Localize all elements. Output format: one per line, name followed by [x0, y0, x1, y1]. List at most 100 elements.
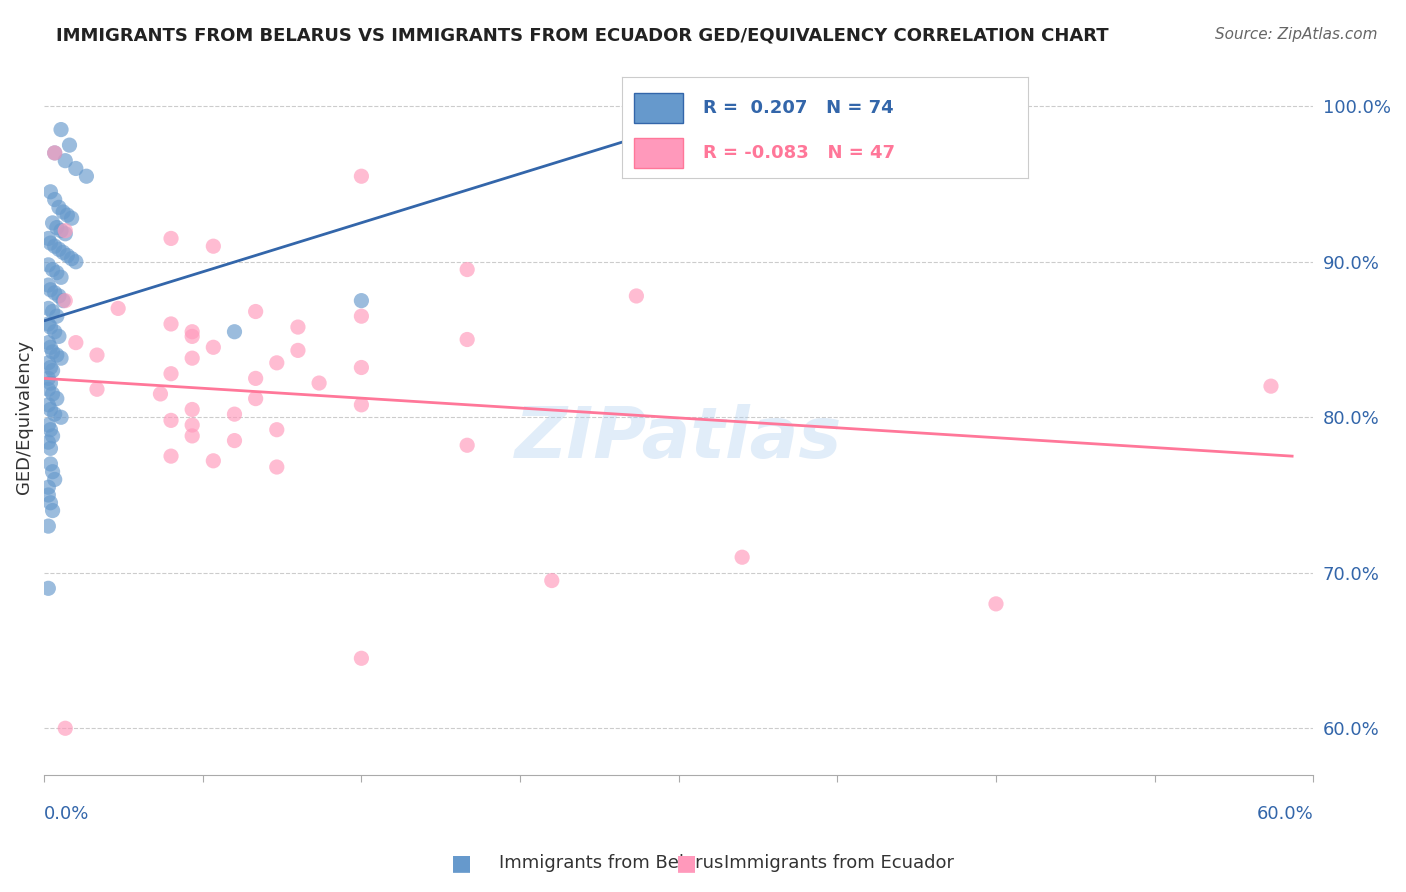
Text: ■: ■ — [451, 854, 471, 873]
Point — [456, 262, 478, 277]
Point — [60, 252, 83, 266]
Text: 0.0%: 0.0% — [44, 805, 90, 823]
Point — [224, 434, 246, 448]
Point — [45, 348, 67, 362]
Point — [41, 216, 63, 230]
Point — [65, 161, 87, 176]
Point — [350, 398, 373, 412]
Point — [160, 449, 183, 463]
Point — [731, 99, 754, 113]
Point — [160, 317, 183, 331]
Point — [1260, 379, 1282, 393]
Point — [45, 266, 67, 280]
Point — [60, 211, 83, 226]
Point — [53, 153, 76, 168]
Point — [53, 224, 76, 238]
Point — [37, 258, 59, 272]
Point — [49, 351, 72, 366]
Point — [37, 301, 59, 316]
Point — [287, 343, 309, 358]
Point — [65, 254, 87, 268]
Point — [149, 387, 172, 401]
Point — [52, 205, 75, 219]
Point — [41, 465, 63, 479]
Point — [37, 582, 59, 596]
Point — [37, 398, 59, 412]
Point — [48, 289, 70, 303]
Point — [52, 293, 75, 308]
Point — [266, 356, 288, 370]
Point — [39, 457, 62, 471]
Point — [53, 721, 76, 735]
Point — [45, 309, 67, 323]
Text: ZIPatlas: ZIPatlas — [515, 404, 842, 474]
Point — [39, 402, 62, 417]
Point — [37, 435, 59, 450]
Point — [44, 145, 66, 160]
Point — [224, 407, 246, 421]
Text: 60.0%: 60.0% — [1257, 805, 1313, 823]
Point — [181, 329, 204, 343]
Point — [44, 473, 66, 487]
Point — [49, 410, 72, 425]
Point — [44, 285, 66, 300]
Point — [245, 371, 267, 385]
Point — [37, 519, 59, 533]
Point — [45, 392, 67, 406]
Point — [39, 185, 62, 199]
Point — [350, 293, 373, 308]
Point — [48, 243, 70, 257]
Point — [181, 402, 204, 417]
Point — [49, 270, 72, 285]
Point — [39, 360, 62, 375]
Point — [41, 429, 63, 443]
Point — [181, 325, 204, 339]
Point — [44, 407, 66, 421]
Point — [39, 320, 62, 334]
Point — [224, 325, 246, 339]
Point — [456, 333, 478, 347]
Point — [39, 442, 62, 456]
Text: ■: ■ — [676, 854, 696, 873]
Point — [266, 423, 288, 437]
Point — [41, 304, 63, 318]
Point — [41, 503, 63, 517]
Point — [56, 248, 79, 262]
Point — [37, 480, 59, 494]
Point — [48, 200, 70, 214]
Point — [350, 309, 373, 323]
Point — [540, 574, 562, 588]
Point — [39, 236, 62, 251]
Text: Immigrants from Belarus: Immigrants from Belarus — [499, 855, 724, 872]
Point — [75, 169, 97, 184]
Point — [86, 382, 108, 396]
Point — [160, 367, 183, 381]
Point — [350, 651, 373, 665]
Point — [245, 304, 267, 318]
Point — [287, 320, 309, 334]
Point — [456, 438, 478, 452]
Point — [181, 429, 204, 443]
Point — [37, 335, 59, 350]
Point — [160, 231, 183, 245]
Point — [39, 340, 62, 354]
Point — [41, 363, 63, 377]
Point — [58, 138, 80, 153]
Point — [731, 550, 754, 565]
Point — [53, 293, 76, 308]
Point — [39, 496, 62, 510]
Point — [202, 239, 225, 253]
Point — [53, 227, 76, 241]
Point — [266, 460, 288, 475]
Point — [202, 454, 225, 468]
Point — [44, 239, 66, 253]
Y-axis label: GED/Equivalency: GED/Equivalency — [15, 340, 32, 494]
Point — [41, 262, 63, 277]
Point — [41, 387, 63, 401]
Point — [49, 224, 72, 238]
Point — [984, 597, 1007, 611]
Point — [202, 340, 225, 354]
Point — [37, 278, 59, 293]
Point — [37, 417, 59, 432]
Point — [65, 335, 87, 350]
